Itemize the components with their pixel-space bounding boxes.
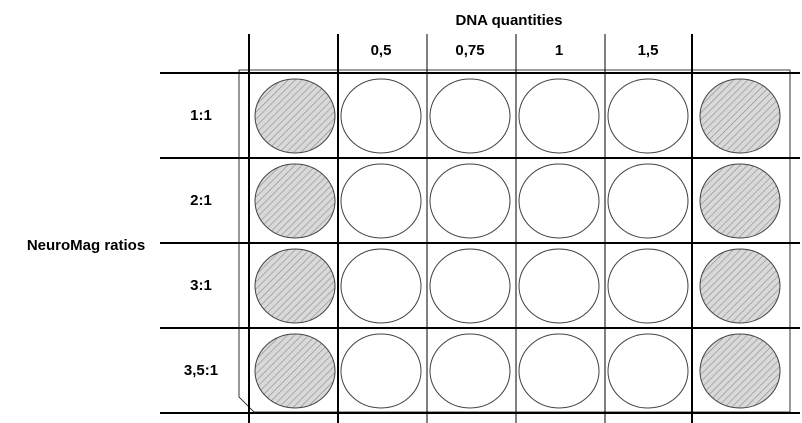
- hatched-well: [254, 78, 336, 154]
- empty-well: [340, 333, 422, 409]
- empty-well: [607, 333, 689, 409]
- empty-well: [429, 163, 511, 239]
- well-row: [254, 163, 781, 239]
- row-axis-title: NeuroMag ratios: [27, 237, 145, 254]
- row-label: 3:1: [190, 277, 212, 294]
- empty-well: [340, 248, 422, 324]
- row-label: 3,5:1: [184, 362, 218, 379]
- column-label: 1,5: [638, 42, 659, 59]
- hatched-well: [254, 163, 336, 239]
- empty-well: [607, 248, 689, 324]
- column-axis-title: DNA quantities: [456, 12, 563, 29]
- empty-well: [429, 248, 511, 324]
- hatched-well: [699, 333, 781, 409]
- empty-well: [429, 78, 511, 154]
- hatched-well: [699, 78, 781, 154]
- row-label: 1:1: [190, 107, 212, 124]
- empty-well: [518, 248, 600, 324]
- column-label: 0,5: [371, 42, 392, 59]
- row-label: 2:1: [190, 192, 212, 209]
- well-row: [254, 248, 781, 324]
- hatched-well: [254, 333, 336, 409]
- empty-well: [518, 78, 600, 154]
- well-row: [254, 78, 781, 154]
- table-grid: [160, 34, 800, 423]
- empty-well: [607, 163, 689, 239]
- empty-well: [429, 333, 511, 409]
- column-label: 0,75: [455, 42, 484, 59]
- hatched-well: [254, 248, 336, 324]
- empty-well: [607, 78, 689, 154]
- hatched-well: [699, 163, 781, 239]
- hatched-well: [699, 248, 781, 324]
- well-row: [254, 333, 781, 409]
- empty-well: [340, 163, 422, 239]
- row-labels: 1:1 2:1 3:1 3,5:1: [184, 107, 218, 379]
- empty-well: [340, 78, 422, 154]
- empty-well: [518, 333, 600, 409]
- column-labels: 0,5 0,75 1 1,5: [371, 42, 659, 59]
- column-label: 1: [555, 42, 563, 59]
- empty-well: [518, 163, 600, 239]
